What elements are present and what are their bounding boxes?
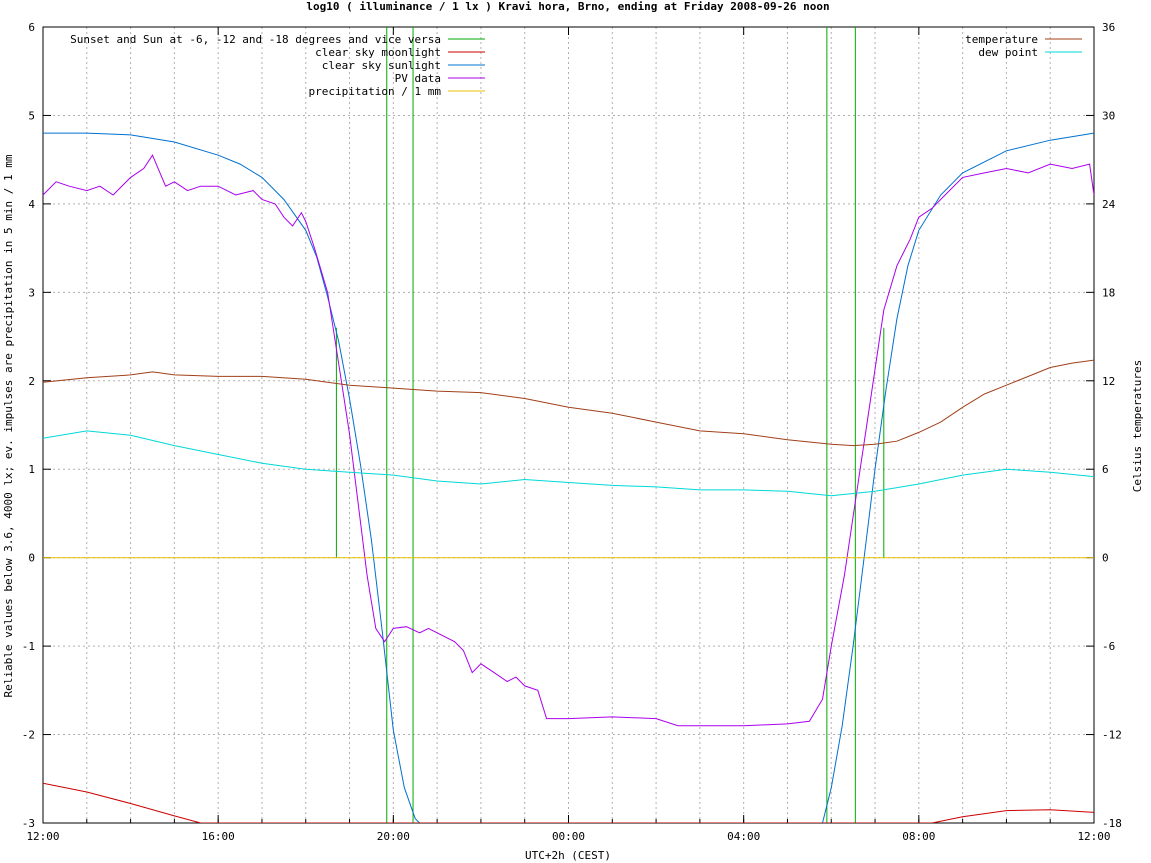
x-tick-label: 16:00 bbox=[202, 830, 235, 843]
y-tick-label: 0 bbox=[28, 552, 35, 565]
y-tick-label: 5 bbox=[28, 109, 35, 122]
y2-axis-label: Celsius temperatures bbox=[1131, 360, 1144, 492]
legend-label: Sunset and Sun at -6, -12 and -18 degree… bbox=[70, 33, 441, 46]
chart-title: log10 ( illuminance / 1 lx ) Kravi hora,… bbox=[306, 0, 829, 13]
y2-tick-label: 24 bbox=[1102, 198, 1116, 211]
y2-tick-label: 0 bbox=[1102, 552, 1109, 565]
series-line-clear-sky-sunlight bbox=[43, 132, 1094, 823]
legend-label: PV data bbox=[395, 72, 441, 85]
legend-label: clear sky moonlight bbox=[315, 46, 441, 59]
tick-labels: 12:00 16:00 20:00 00:00 04:00 08:00 12:00-3-2-… bbox=[22, 21, 1122, 843]
y-tick-label: 4 bbox=[28, 198, 35, 211]
y-tick-label: 1 bbox=[28, 463, 35, 476]
legend-label: dew point bbox=[978, 46, 1038, 59]
y2-tick-label: -18 bbox=[1102, 817, 1122, 830]
x-tick-label: 12:00 bbox=[1077, 830, 1110, 843]
y2-tick-label: -6 bbox=[1102, 640, 1115, 653]
legend: Sunset and Sun at -6, -12 and -18 degree… bbox=[70, 33, 1082, 98]
y-tick-label: -3 bbox=[22, 817, 35, 830]
legend-label: clear sky sunlight bbox=[322, 59, 441, 72]
x-tick-label: 20:00 bbox=[377, 830, 410, 843]
x-tick-label: 08:00 bbox=[902, 830, 935, 843]
y-axis-label: Reliable values below 3.6, 4000 lx; ev. … bbox=[2, 154, 15, 697]
y-tick-label: 2 bbox=[28, 375, 35, 388]
y-tick-label: 3 bbox=[28, 286, 35, 299]
series-line-dew-point bbox=[43, 430, 1094, 497]
y-tick-label: -1 bbox=[22, 640, 35, 653]
x-axis-label: UTC+2h (CEST) bbox=[525, 849, 611, 862]
legend-label: temperature bbox=[965, 33, 1038, 46]
x-tick-label: 12:00 bbox=[26, 830, 59, 843]
y2-tick-label: 12 bbox=[1102, 375, 1115, 388]
series-line-pv-data bbox=[43, 154, 1094, 727]
y2-tick-label: 6 bbox=[1102, 463, 1109, 476]
series-layer bbox=[43, 27, 1094, 823]
x-tick-label: 00:00 bbox=[552, 830, 585, 843]
legend-label: precipitation / 1 mm bbox=[309, 85, 442, 98]
y2-tick-label: -12 bbox=[1102, 729, 1122, 742]
y2-tick-label: 18 bbox=[1102, 286, 1115, 299]
x-tick-label: 04:00 bbox=[727, 830, 760, 843]
series-line-temperature bbox=[43, 359, 1094, 447]
y-tick-label: -2 bbox=[22, 729, 35, 742]
y2-tick-label: 30 bbox=[1102, 109, 1115, 122]
y2-tick-label: 36 bbox=[1102, 21, 1115, 34]
y-tick-label: 6 bbox=[28, 21, 35, 34]
series-line-clear-sky-moonlight bbox=[43, 782, 1094, 823]
